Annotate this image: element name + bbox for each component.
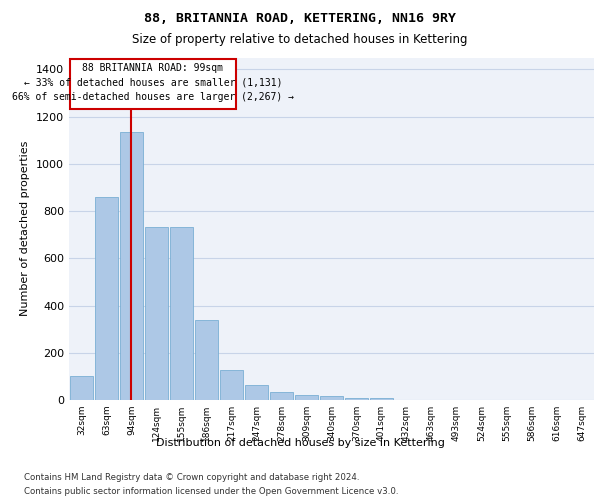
Bar: [70, 376, 94, 400]
Bar: [170, 227, 193, 400]
Text: Distribution of detached houses by size in Kettering: Distribution of detached houses by size …: [155, 438, 445, 448]
Text: 88, BRITANNIA ROAD, KETTERING, NN16 9RY: 88, BRITANNIA ROAD, KETTERING, NN16 9RY: [144, 12, 456, 26]
Bar: [145, 227, 169, 400]
FancyBboxPatch shape: [70, 58, 236, 110]
Text: 88 BRITANNIA ROAD: 99sqm
← 33% of detached houses are smaller (1,131)
66% of sem: 88 BRITANNIA ROAD: 99sqm ← 33% of detach…: [12, 64, 294, 102]
Bar: [344, 398, 368, 400]
Bar: [119, 132, 143, 400]
Bar: [269, 392, 293, 400]
Bar: [95, 197, 118, 400]
Bar: [295, 395, 319, 400]
Y-axis label: Number of detached properties: Number of detached properties: [20, 141, 31, 316]
Bar: [220, 370, 244, 400]
Bar: [194, 320, 218, 400]
Text: Contains public sector information licensed under the Open Government Licence v3: Contains public sector information licen…: [24, 488, 398, 496]
Text: Contains HM Land Registry data © Crown copyright and database right 2024.: Contains HM Land Registry data © Crown c…: [24, 472, 359, 482]
Bar: [320, 396, 343, 400]
Bar: [245, 385, 268, 400]
Text: Size of property relative to detached houses in Kettering: Size of property relative to detached ho…: [132, 32, 468, 46]
Bar: [370, 398, 394, 400]
